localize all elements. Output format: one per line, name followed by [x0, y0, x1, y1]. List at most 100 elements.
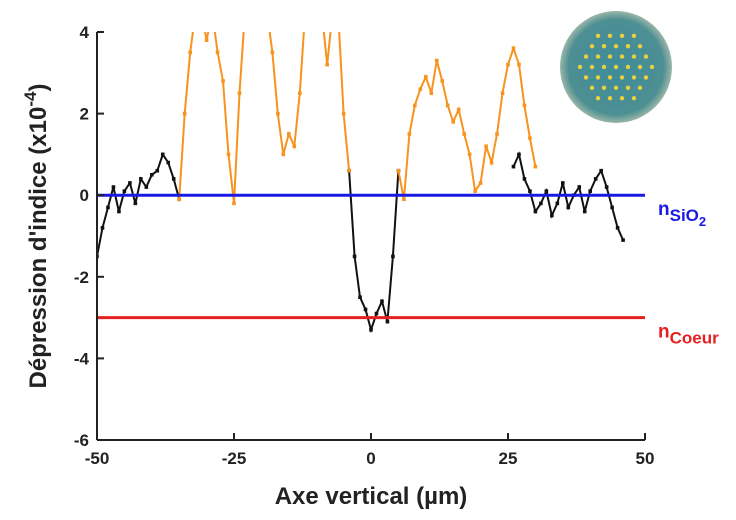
data-point — [369, 328, 373, 332]
data-point — [194, 10, 198, 14]
data-point — [150, 173, 154, 177]
fiber-hole — [619, 75, 625, 80]
data-point — [621, 238, 625, 242]
y-tick-label: 4 — [80, 23, 90, 42]
data-point — [139, 177, 143, 181]
data-point — [544, 189, 549, 193]
data-point — [111, 185, 116, 189]
data-point — [478, 181, 483, 185]
data-point — [522, 177, 527, 181]
fiber-hole — [595, 54, 601, 59]
series-line — [178, 32, 537, 204]
data-point — [215, 50, 220, 55]
fiber-hole — [589, 64, 595, 70]
fiber-hole — [601, 85, 607, 91]
x-tick-label: 50 — [636, 449, 655, 468]
data-point — [226, 152, 231, 157]
data-point — [232, 201, 236, 206]
y-tick-label: 2 — [80, 105, 89, 124]
fiber-hole — [595, 75, 601, 80]
y-tick-label: -6 — [74, 431, 89, 450]
fiber-hole — [613, 64, 619, 70]
reference-label: nSiO2 — [658, 199, 706, 229]
data-point — [615, 226, 620, 230]
x-tick-label: 0 — [366, 449, 375, 468]
data-point — [160, 152, 165, 157]
y-axis-title: Dépression d'indice (x10-4) — [21, 84, 52, 389]
data-point — [561, 181, 565, 185]
fiber-hole — [631, 54, 637, 59]
y-tick-label: -4 — [74, 349, 90, 368]
data-point — [413, 103, 417, 108]
fiber-hole — [607, 33, 613, 38]
data-point — [347, 168, 351, 173]
data-point — [467, 152, 472, 157]
data-point — [506, 62, 510, 67]
data-point — [533, 164, 538, 169]
data-point — [171, 177, 176, 181]
y-axis-title-main: Dépression d'indice (x10 — [25, 107, 52, 389]
y-axis-title-exponent: -4 — [21, 91, 40, 107]
data-point — [287, 132, 291, 136]
data-point — [106, 205, 110, 210]
x-tick-label: -25 — [222, 449, 247, 468]
x-axis-title: Axe vertical (µm) — [275, 483, 468, 510]
data-point — [434, 58, 439, 63]
data-point — [320, 10, 324, 14]
data-point — [281, 152, 286, 157]
data-point — [166, 160, 171, 165]
data-point — [451, 119, 455, 124]
reference-label-main: n — [658, 322, 670, 343]
data-point — [402, 197, 406, 202]
y-tick-label: 0 — [80, 186, 89, 205]
data-point — [249, 10, 253, 14]
fiber-hole — [637, 64, 643, 70]
data-point — [599, 168, 603, 173]
fiber-hole — [631, 96, 637, 101]
data-point — [610, 205, 614, 210]
fiber-hole — [643, 54, 649, 59]
data-point — [336, 10, 340, 14]
reference-label-sub: Coeur — [670, 329, 720, 348]
fiber-hole — [595, 96, 601, 101]
data-point — [418, 87, 423, 91]
fiber-hole — [601, 64, 607, 70]
fiber-hole — [625, 85, 631, 91]
data-point — [358, 295, 362, 299]
fiber-hole — [625, 44, 631, 49]
fiber-hole — [619, 54, 625, 59]
plot-area — [97, 10, 625, 334]
data-point — [297, 91, 302, 95]
data-point — [309, 10, 313, 14]
fiber-hole — [631, 75, 637, 80]
x-tick-label: -50 — [85, 449, 110, 468]
reference-label-main: n — [658, 199, 670, 220]
data-point — [407, 132, 412, 136]
data-point — [341, 111, 346, 116]
fiber-hole — [613, 44, 619, 49]
data-point — [221, 79, 225, 83]
data-point — [292, 144, 297, 149]
data-point — [462, 132, 466, 136]
fiber-hole — [583, 75, 589, 80]
data-point — [100, 226, 105, 230]
data-point — [500, 91, 505, 95]
data-point — [517, 62, 521, 67]
data-point — [550, 213, 554, 218]
data-point — [352, 254, 357, 259]
fiber-hole — [643, 75, 649, 80]
data-point — [539, 201, 543, 206]
fiber-hole — [607, 75, 613, 80]
data-point — [204, 38, 209, 42]
data-point — [511, 46, 516, 51]
fiber-hole — [649, 64, 655, 70]
data-point — [495, 132, 499, 136]
data-point — [528, 136, 532, 140]
data-point — [210, 10, 214, 14]
fiber-hole — [577, 64, 583, 70]
data-point — [117, 209, 121, 214]
data-point — [396, 168, 401, 173]
data-point — [582, 209, 587, 214]
fiber-hole — [601, 44, 607, 49]
fiber-hole — [589, 85, 595, 91]
